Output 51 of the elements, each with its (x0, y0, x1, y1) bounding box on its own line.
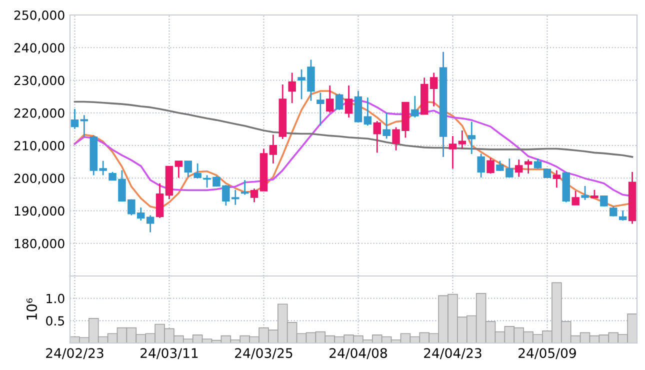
y-tick-label: 240,000 (14, 43, 64, 54)
candlestick (572, 190, 580, 206)
candlestick (524, 158, 532, 174)
candlestick (316, 92, 324, 126)
candlestick (430, 72, 438, 108)
y-tick-label: 220,000 (14, 108, 64, 120)
candlestick (269, 134, 278, 164)
candlestick (552, 170, 561, 188)
y-tick-label: 0.5 (46, 316, 64, 326)
x-tick-label: 24/04/23 (424, 348, 482, 360)
candlestick (411, 95, 419, 118)
x-tick-label: 24/04/08 (330, 348, 387, 360)
y-tick-label: 200,000 (14, 174, 64, 184)
y-tick-label: 230,000 (14, 76, 64, 86)
y-tick-label: 190,000 (14, 206, 64, 217)
candlestick (534, 158, 542, 170)
x-tick-label: 24/03/25 (235, 348, 292, 360)
candlestick (581, 185, 589, 201)
x-tick-label: 24/05/09 (518, 348, 576, 360)
line-series (74, 100, 634, 158)
y-axis-title: 10⁶ (26, 298, 38, 320)
y-tick-label: 250,000 (14, 10, 64, 22)
candlestick (326, 84, 334, 114)
candlestick (146, 214, 154, 233)
candlestick (335, 92, 344, 111)
x-tick-label: 24/03/11 (140, 348, 198, 360)
candlestick (70, 108, 79, 130)
y-tick-label: 180,000 (14, 238, 64, 250)
candlestick (344, 84, 353, 118)
candlestick (477, 152, 485, 178)
candlestick (486, 157, 494, 174)
candlestick (373, 120, 381, 154)
candlestick (250, 188, 258, 203)
candlestick (468, 120, 476, 155)
candlestick (610, 206, 618, 217)
candlestick (80, 114, 88, 138)
candlestick (618, 210, 627, 222)
candlestick (364, 96, 372, 126)
candlestick (458, 130, 466, 150)
candlestick (240, 179, 249, 196)
candlestick (194, 162, 202, 180)
candlestick (382, 112, 390, 140)
y-tick-label: 1.0 (46, 294, 64, 304)
candlestick (288, 72, 296, 104)
x-tick-label: 24/02/23 (46, 348, 104, 360)
candlestick (156, 182, 164, 219)
candlestick (448, 135, 457, 170)
candlestick (184, 160, 192, 178)
candlestick (174, 160, 183, 178)
y-tick-label: 210,000 (14, 140, 64, 152)
candlestick (515, 158, 523, 178)
